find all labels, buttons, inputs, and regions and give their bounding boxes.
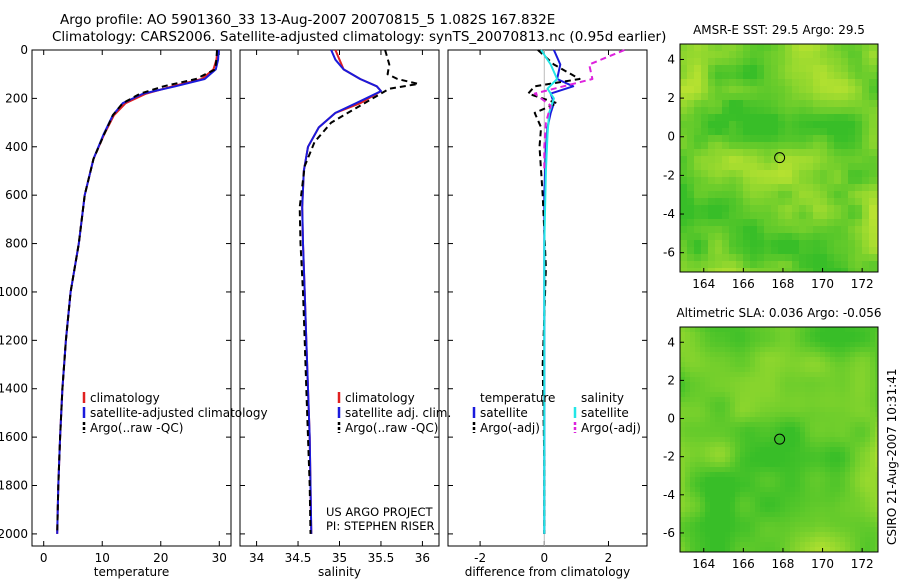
sla-map-ytick-label: -6: [663, 526, 675, 540]
depth-tick-label: 1200: [0, 333, 28, 347]
sla-map-xtick-label: 168: [772, 557, 795, 571]
temperature-xtick-label: 20: [153, 551, 168, 565]
temperature-xlabel: temperature: [94, 565, 169, 579]
sla-map-ytick-label: -2: [663, 450, 675, 464]
salinity-xtick-label: 34: [249, 551, 264, 565]
temperature-series-line: [56, 49, 219, 534]
difference-series-line: [533, 49, 625, 171]
salinity-xtick-label: 35.5: [368, 551, 395, 565]
depth-tick-label: 800: [5, 237, 28, 251]
legend-entry: satellite: [480, 406, 528, 420]
salinity-xlabel: salinity: [318, 565, 361, 579]
sst-map-xtick-label: 168: [772, 277, 795, 291]
temperature-axes-frame: [31, 49, 232, 547]
depth-tick-label: 0: [20, 43, 28, 57]
sst-map-ytick-label: 0: [667, 130, 675, 144]
depth-tick-label: 1800: [0, 479, 28, 493]
difference-xtick-label: 2: [605, 551, 613, 565]
temperature-series-line: [56, 49, 220, 534]
depth-tick-label: 1400: [0, 382, 28, 396]
difference-xtick-label: -2: [474, 551, 486, 565]
sst-map-ytick-label: -6: [663, 246, 675, 260]
sla-map-xtick-label: 170: [811, 557, 834, 571]
sst-map-xtick-label: 164: [692, 277, 715, 291]
sst-map-ytick-label: -2: [663, 168, 675, 182]
depth-tick-label: 600: [5, 188, 28, 202]
sla-map-axes-frame: [679, 326, 879, 553]
header-title-line2: Climatology: CARS2006. Satellite-adjuste…: [52, 29, 667, 45]
sst-map-xtick-label: 172: [851, 277, 874, 291]
sst-map-ytick-label: -4: [663, 207, 675, 221]
sst-map-ytick-label: 2: [667, 91, 675, 105]
salinity-series-line: [301, 49, 382, 534]
sla-map-argo-location-marker: [774, 433, 786, 445]
sst-map-title: AMSR-E SST: 29.5 Argo: 29.5: [693, 23, 865, 37]
salinity-series-line: [301, 49, 382, 534]
sla-map-xtick-label: 164: [692, 557, 715, 571]
difference-xtick-label: 0: [540, 551, 548, 565]
legend-heading: salinity: [581, 391, 624, 405]
sla-map-xtick-label: 172: [851, 557, 874, 571]
temperature-xtick-label: 30: [212, 551, 227, 565]
temperature-xtick-label: 10: [95, 551, 110, 565]
sst-map-xtick-label: 166: [732, 277, 755, 291]
header-title-line1: Argo profile: AO 5901360_33 13-Aug-2007 …: [60, 12, 556, 28]
temperature-xtick-label: 0: [40, 551, 48, 565]
legend-entry: Argo(..raw -QC): [90, 421, 183, 435]
sla-map-ytick-label: -4: [663, 488, 675, 502]
depth-tick-label: 1000: [0, 285, 28, 299]
difference-xlabel: difference from climatology: [465, 565, 631, 579]
legend-entry: satellite adj. clim.: [345, 406, 451, 420]
project-annotation: US ARGO PROJECT: [326, 505, 434, 519]
pi-annotation: PI: STEPHEN RISER: [326, 519, 435, 533]
sst-map-argo-location-marker: [774, 152, 786, 164]
legend-entry: climatology: [345, 391, 415, 405]
difference-axes-frame: [447, 49, 648, 547]
sst-map-axes-frame: [679, 43, 879, 273]
difference-series-line: [540, 49, 559, 534]
salinity-xtick-label: 36: [415, 551, 430, 565]
legend-entry: Argo(-adj): [480, 421, 540, 435]
salinity-xtick-label: 34.5: [285, 551, 312, 565]
credit-text: CSIRO 21-Aug-2007 10:31:41: [885, 369, 899, 545]
legend-entry: Argo(-adj): [581, 421, 641, 435]
difference-series-line: [527, 49, 581, 534]
sst-map-field: [680, 44, 878, 272]
legend-entry: climatology: [90, 391, 160, 405]
depth-tick-label: 400: [5, 140, 28, 154]
legend-entry: satellite-adjusted climatology: [90, 406, 268, 420]
legend-heading: temperature: [480, 391, 555, 405]
salinity-series-line: [298, 49, 420, 534]
legend-entry: satellite: [581, 406, 629, 420]
sla-map-field: [680, 327, 878, 552]
sst-map-ytick-label: 4: [667, 52, 675, 66]
temperature-series-line: [56, 49, 218, 534]
sla-map-ytick-label: 2: [667, 373, 675, 387]
depth-tick-label: 1600: [0, 430, 28, 444]
salinity-xtick-label: 35: [332, 551, 347, 565]
sla-map-ytick-label: 4: [667, 335, 675, 349]
sst-map-xtick-label: 170: [811, 277, 834, 291]
depth-tick-label: 200: [5, 91, 28, 105]
sla-map-xtick-label: 166: [732, 557, 755, 571]
salinity-axes-frame: [239, 49, 440, 547]
sla-map-ytick-label: 0: [667, 412, 675, 426]
sla-map-title: Altimetric SLA: 0.036 Argo: -0.056: [676, 306, 881, 320]
depth-tick-label: 2000: [0, 527, 28, 541]
legend-entry: Argo(..raw -QC): [345, 421, 438, 435]
